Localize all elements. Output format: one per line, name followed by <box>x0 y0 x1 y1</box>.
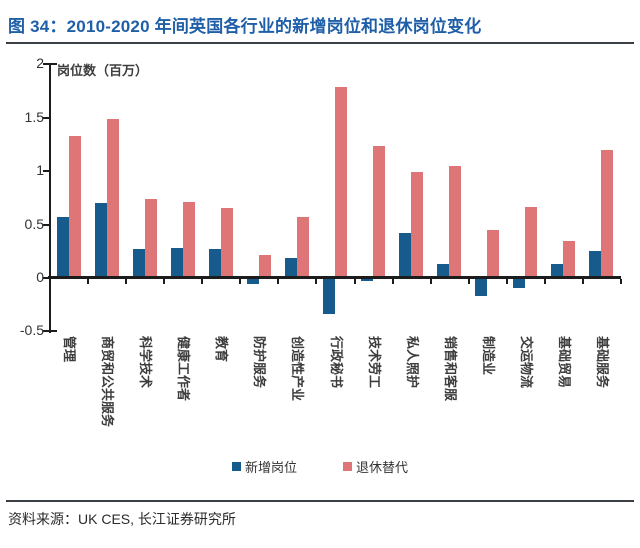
y-axis-tick <box>43 170 49 172</box>
x-axis-label: 基础贸易 <box>557 336 572 389</box>
bar-new-jobs <box>171 248 183 276</box>
x-axis-tick <box>125 279 127 284</box>
bar-new-jobs <box>589 251 601 276</box>
bar-new-jobs <box>285 258 297 276</box>
x-axis-tick <box>239 279 241 284</box>
bar-retirement-replacement <box>449 166 461 276</box>
x-axis-label: 教育 <box>214 336 229 363</box>
x-axis-label: 管理 <box>62 336 77 363</box>
x-axis-tick <box>620 279 622 284</box>
legend-label-retirement-replacement: 退休替代 <box>356 460 409 475</box>
y-axis-tick-label: 1.5 <box>24 109 44 125</box>
title-divider <box>6 42 634 44</box>
legend-item-new-jobs: 新增岗位 <box>231 457 297 476</box>
bar-new-jobs <box>513 279 525 288</box>
x-axis-label: 基础服务 <box>595 336 610 389</box>
y-axis-tick <box>43 277 49 279</box>
bar-retirement-replacement <box>221 208 233 276</box>
figure-title: 图 34：2010-2020 年间英国各行业的新增岗位和退休岗位变化 <box>8 17 482 36</box>
bar-new-jobs <box>323 279 335 314</box>
bar-retirement-replacement <box>183 202 195 276</box>
x-axis-tick <box>506 279 508 284</box>
bar-retirement-replacement <box>601 150 613 276</box>
bar-new-jobs <box>361 279 373 281</box>
bar-new-jobs <box>551 264 563 276</box>
x-axis-tick <box>468 279 470 284</box>
chart-legend: 新增岗位 退休替代 <box>0 457 640 476</box>
y-axis-tick <box>43 63 49 65</box>
x-axis-label: 创造性产业 <box>290 336 305 402</box>
bar-retirement-replacement <box>297 217 309 276</box>
y-axis-tick <box>43 330 49 332</box>
x-axis-tick <box>201 279 203 284</box>
bar-new-jobs <box>475 279 487 296</box>
y-axis-end-cap <box>51 330 57 332</box>
x-axis-label: 健康工作者 <box>176 336 191 402</box>
bar-retirement-replacement <box>145 199 157 276</box>
x-axis-label: 技术劳工 <box>367 336 382 389</box>
bar-new-jobs <box>95 203 107 276</box>
x-axis-tick <box>392 279 394 284</box>
x-axis-tick <box>544 279 546 284</box>
x-axis-label: 行政秘书 <box>329 336 344 389</box>
x-axis-tick <box>582 279 584 284</box>
source-note: 资料来源：UK CES, 长江证券研究所 <box>8 511 236 527</box>
x-axis-tick <box>354 279 356 284</box>
bar-retirement-replacement <box>563 241 575 276</box>
y-axis-tick-label: 1 <box>36 162 44 178</box>
x-axis-tick <box>315 279 317 284</box>
x-axis-label: 交运物流 <box>519 336 534 389</box>
x-axis-label: 私人照护 <box>405 336 420 389</box>
bar-retirement-replacement <box>487 230 499 276</box>
y-axis-tick-label: -0.5 <box>19 322 44 338</box>
x-axis-label: 防护服务 <box>252 336 267 389</box>
bar-retirement-replacement <box>107 119 119 276</box>
x-axis-tick <box>49 279 51 284</box>
x-axis-label: 销售和客服 <box>443 336 458 402</box>
y-axis-tick-label: 2 <box>36 55 44 71</box>
bar-new-jobs <box>247 279 259 284</box>
y-axis-title: 岗位数（百万） <box>57 63 149 78</box>
footer-divider <box>6 500 634 502</box>
bar-retirement-replacement <box>69 136 81 276</box>
y-axis-end-cap <box>51 63 57 65</box>
bar-new-jobs <box>57 217 69 276</box>
bar-retirement-replacement <box>259 255 271 276</box>
x-axis-label: 科学技术 <box>138 336 153 389</box>
y-axis-tick-label: 0.5 <box>24 216 44 232</box>
bar-new-jobs <box>209 249 221 276</box>
bar-retirement-replacement <box>525 207 537 276</box>
x-axis-tick <box>163 279 165 284</box>
y-axis-tick <box>43 117 49 119</box>
bar-new-jobs <box>399 233 411 276</box>
x-axis-tick <box>430 279 432 284</box>
y-axis-tick <box>43 224 49 226</box>
x-axis-label: 制造业 <box>481 336 496 376</box>
x-axis-tick <box>277 279 279 284</box>
y-axis-tick-label: 0 <box>36 269 44 285</box>
bar-retirement-replacement <box>373 146 385 276</box>
x-axis-tick <box>87 279 89 284</box>
x-axis-line <box>48 276 621 279</box>
legend-label-new-jobs: 新增岗位 <box>244 460 297 475</box>
bar-new-jobs <box>133 249 145 276</box>
bar-retirement-replacement <box>411 172 423 276</box>
legend-swatch-new-jobs-icon <box>231 462 241 471</box>
bar-retirement-replacement <box>335 87 347 276</box>
legend-swatch-retirement-replacement-icon <box>343 462 352 471</box>
x-axis-label: 商贸和公共服务 <box>100 336 115 428</box>
y-axis-line <box>49 63 51 333</box>
bar-new-jobs <box>437 264 449 276</box>
legend-item-retirement-replacement: 退休替代 <box>343 457 408 476</box>
